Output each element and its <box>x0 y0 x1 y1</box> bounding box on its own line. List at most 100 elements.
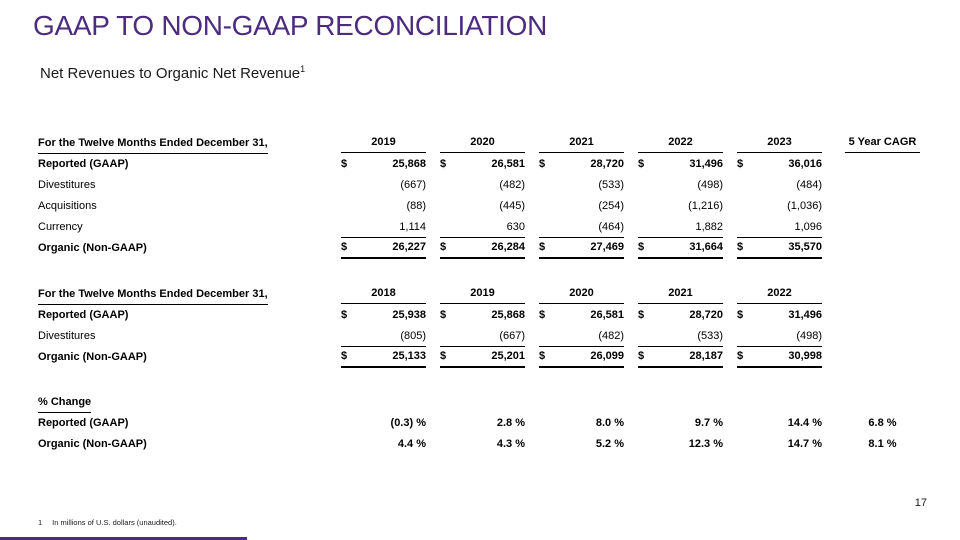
amount: $28,720 <box>539 154 624 175</box>
value-cell: 9.7 % <box>624 413 723 434</box>
cell-value: 30,998 <box>788 350 822 362</box>
table-row: Acquisitions (88) (445) (254) (1,216) (1,036) <box>38 196 920 217</box>
value-cell: $31,496 <box>624 154 723 175</box>
table-row: Organic (Non-GAAP) $25,133 $25,201 $26,099 $… <box>38 347 920 368</box>
cell-value: 26,284 <box>491 241 525 253</box>
dollar-sign: $ <box>737 309 744 321</box>
dollar-sign: $ <box>638 158 645 170</box>
amount: (445) <box>440 196 525 217</box>
amount: (667) <box>440 326 525 347</box>
row-label: Organic (Non-GAAP) <box>38 438 147 450</box>
amount: $25,201 <box>440 347 525 368</box>
cell-value: (484) <box>796 179 822 191</box>
amount: $25,133 <box>341 347 426 368</box>
amount: (498) <box>638 175 723 196</box>
value-cell: $27,469 <box>525 238 624 259</box>
value-cell: (254) <box>525 196 624 217</box>
cell-value: 25,201 <box>491 350 525 362</box>
section-header-row: % Change <box>38 392 920 413</box>
footnote: 1 In millions of U.S. dollars (unaudited)… <box>38 518 177 527</box>
cell-value: 26,581 <box>491 158 525 170</box>
table-row: Reported (GAAP) $25,868 $26,581 $28,720 $31,… <box>38 154 920 175</box>
value-cell: (445) <box>426 196 525 217</box>
amount: 12.3 % <box>638 434 723 455</box>
cell-value: 25,868 <box>392 158 426 170</box>
cell-value: 26,581 <box>590 309 624 321</box>
cagr-header: 5 Year CAGR <box>845 133 920 153</box>
amount: $26,227 <box>341 238 426 259</box>
section-header-label: % Change <box>38 393 92 413</box>
cell-value: (482) <box>499 179 525 191</box>
amount: $35,570 <box>737 238 822 259</box>
value-cell: 4.3 % <box>426 434 525 455</box>
year-header: 2019 <box>341 133 426 153</box>
year-header: 2021 <box>539 133 624 153</box>
amount: 4.4 % <box>341 434 426 455</box>
amount: (484) <box>737 175 822 196</box>
value-cell: $26,099 <box>525 347 624 368</box>
cell-value: 1,114 <box>399 221 426 233</box>
year-column: 2023 <box>723 133 822 154</box>
amount: 630 <box>440 217 525 238</box>
cagr-cell <box>822 326 920 347</box>
cagr-cell <box>822 217 920 238</box>
value-cell: $31,496 <box>723 305 822 326</box>
amount: $31,496 <box>737 305 822 326</box>
dollar-sign: $ <box>539 241 546 253</box>
cell-value: 4.4 % <box>397 438 426 450</box>
table-row: Organic (Non-GAAP) $26,227 $26,284 $27,469 $… <box>38 238 920 259</box>
value-cell: (484) <box>723 175 822 196</box>
value-cell: 5.2 % <box>525 434 624 455</box>
value-cell: (667) <box>327 175 426 196</box>
year-column: 2018 <box>327 284 426 305</box>
cagr-cell <box>822 175 920 196</box>
reconciliation-tables: For the Twelve Months Ended December 31,… <box>38 133 920 455</box>
value-cell: 1,096 <box>723 217 822 238</box>
cell-value: 31,664 <box>689 241 723 253</box>
year-header: 2022 <box>737 284 822 304</box>
dollar-sign: $ <box>638 309 645 321</box>
cell-value: (1,036) <box>787 200 822 212</box>
value-cell: 8.0 % <box>525 413 624 434</box>
slide-subtitle: Net Revenues to Organic Net Revenue1 <box>40 64 305 82</box>
value-cell: $26,581 <box>525 305 624 326</box>
amount: (482) <box>539 326 624 347</box>
row-label: Reported (GAAP) <box>38 309 129 321</box>
table-header-label-cell: For the Twelve Months Ended December 31, <box>38 284 327 305</box>
year-column: 2021 <box>624 284 723 305</box>
dollar-sign: $ <box>440 309 447 321</box>
row-label: Divestitures <box>38 179 96 191</box>
dollar-sign: $ <box>341 350 348 362</box>
amount: (1,036) <box>737 196 822 217</box>
year-column: 2020 <box>525 284 624 305</box>
cagr-column: 5 Year CAGR <box>822 133 920 154</box>
year-column: 2019 <box>327 133 426 154</box>
year-column: 2022 <box>723 284 822 305</box>
reconciliation-table-2018-2022: For the Twelve Months Ended December 31,… <box>38 284 920 368</box>
amount: $28,720 <box>638 305 723 326</box>
amount: (88) <box>341 196 426 217</box>
cagr-cell <box>822 238 920 259</box>
cell-value: (533) <box>697 330 723 342</box>
year-header: 2021 <box>638 284 723 304</box>
value-cell: (1,216) <box>624 196 723 217</box>
value-cell: (498) <box>723 326 822 347</box>
cell-value: 14.4 % <box>787 417 822 429</box>
footnote-number: 1 <box>38 518 43 527</box>
dollar-sign: $ <box>737 350 744 362</box>
table-row: Divestitures (667) (482) (533) (498) (484) <box>38 175 920 196</box>
cell-value: 26,099 <box>590 350 624 362</box>
value-cell: $25,938 <box>327 305 426 326</box>
amount: (667) <box>341 175 426 196</box>
value-cell: $28,187 <box>624 347 723 368</box>
table-header-row: For the Twelve Months Ended December 31,… <box>38 284 920 305</box>
table-row: Organic (Non-GAAP) 4.4 % 4.3 % 5.2 % 12.3 % 1… <box>38 434 920 455</box>
cell-value: 25,868 <box>491 309 525 321</box>
amount: (0.3) % <box>341 413 426 434</box>
value-cell: 12.3 % <box>624 434 723 455</box>
page-number: 17 <box>914 497 927 509</box>
cell-value: (0.3) % <box>390 417 426 429</box>
amount: 14.4 % <box>737 413 822 434</box>
amount: 4.3 % <box>440 434 525 455</box>
dollar-sign: $ <box>539 309 546 321</box>
